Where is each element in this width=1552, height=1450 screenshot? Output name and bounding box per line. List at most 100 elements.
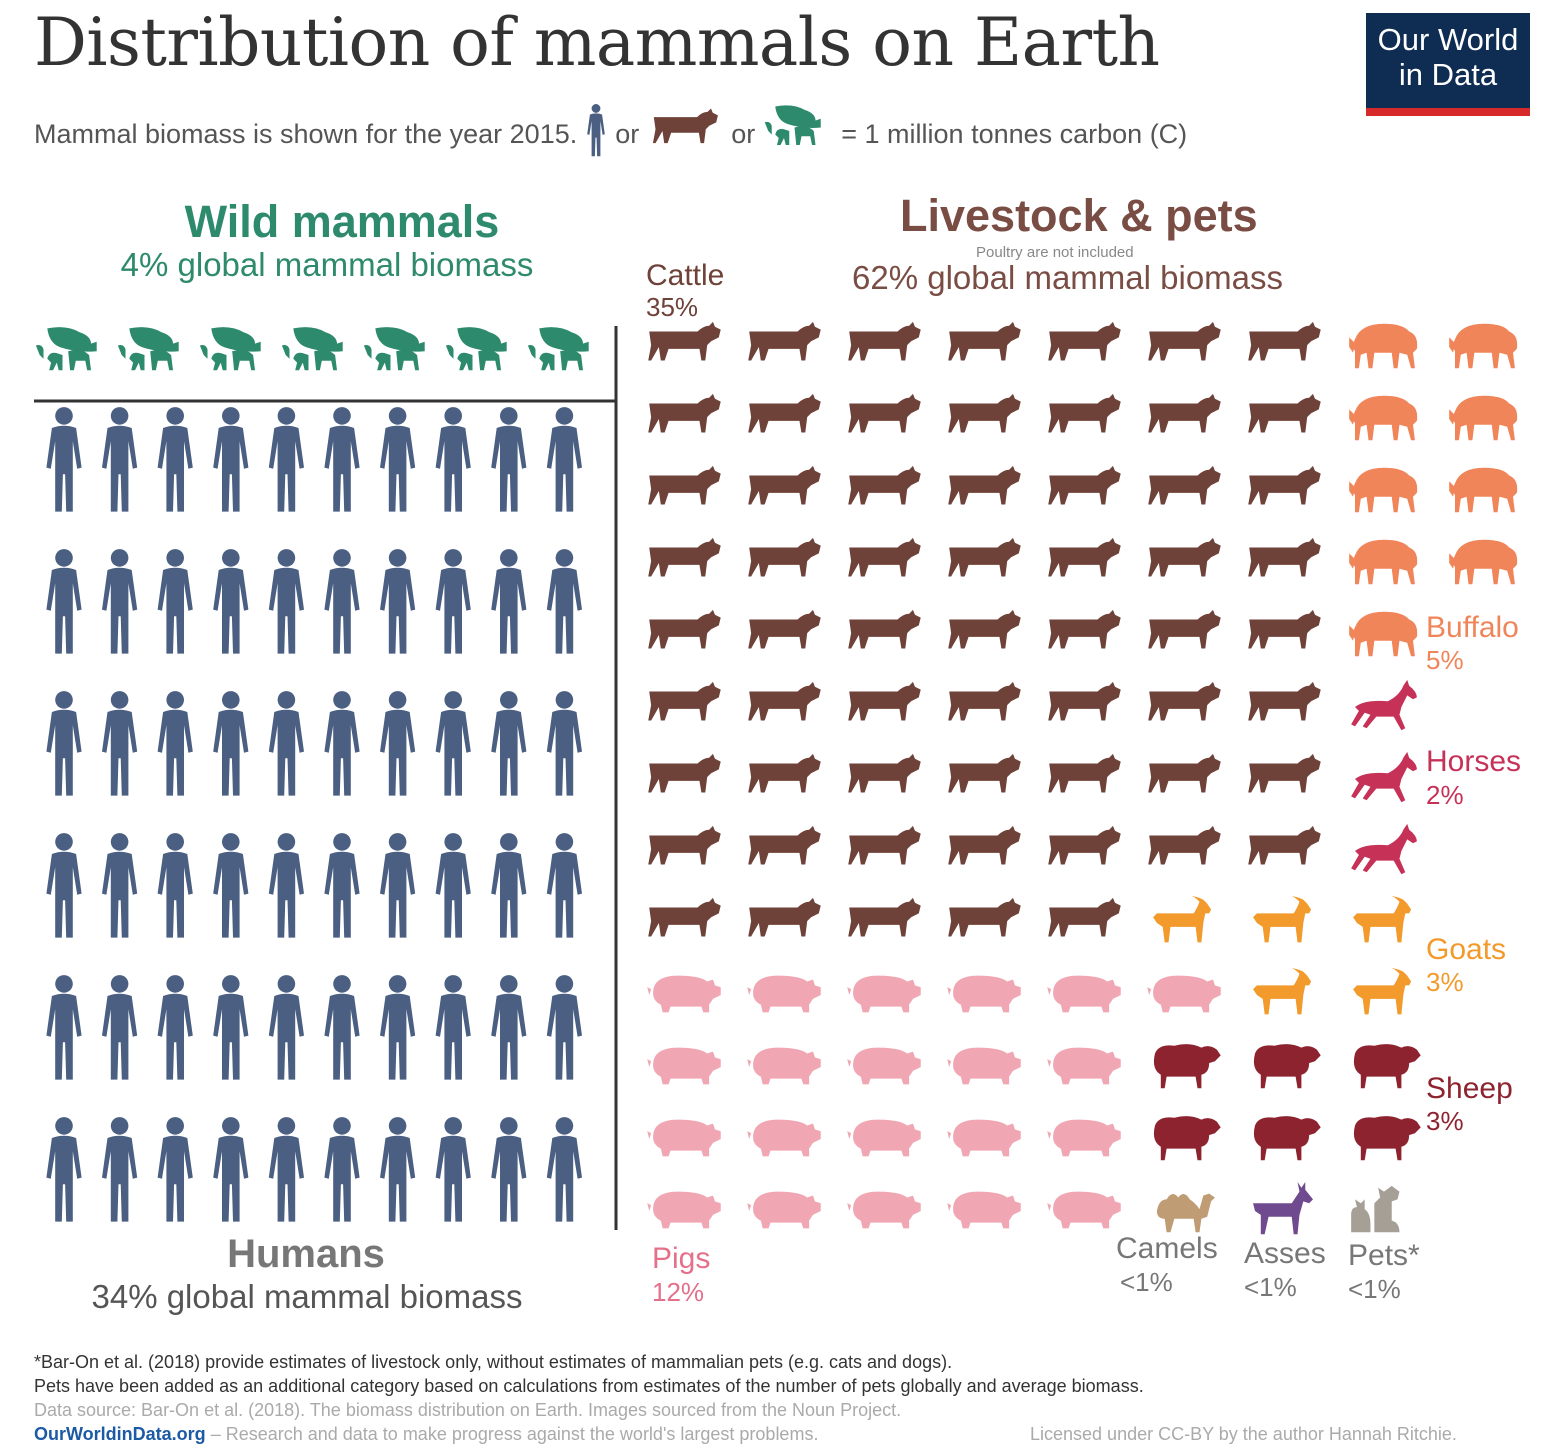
cattle-icon — [948, 393, 1021, 433]
human-icon — [546, 549, 582, 654]
footnote-1: *Bar-On et al. (2018) provide estimates … — [34, 1352, 953, 1372]
human-icon — [546, 407, 582, 512]
pets-pct: <1% — [1348, 1274, 1401, 1304]
subtitle: Mammal biomass is shown for the year 201… — [34, 103, 1187, 164]
mammal-pictogram-chart — [34, 321, 1518, 1235]
cattle-icon — [1248, 609, 1321, 649]
human-icon — [213, 833, 249, 938]
cattle-icon — [848, 393, 921, 433]
cattle-icon — [1048, 321, 1121, 361]
owid-logo[interactable]: Our World in Data — [1366, 13, 1530, 116]
wild-mammal-icon — [527, 327, 589, 371]
wild-mammal-icon — [199, 327, 261, 371]
cattle-icon — [648, 537, 721, 577]
human-icon — [324, 691, 360, 796]
cattle-icon — [948, 537, 1021, 577]
buffalo-label: Buffalo — [1426, 611, 1519, 644]
cattle-pct: 35% — [646, 292, 699, 322]
human-icon — [324, 1117, 360, 1222]
pig-icon — [747, 1119, 821, 1157]
goats-pct: 3% — [1426, 967, 1464, 997]
subtitle-or-1: or — [615, 118, 640, 149]
subtitle-or-2: or — [731, 118, 756, 149]
cattle-icon — [648, 393, 721, 433]
human-icon — [157, 691, 193, 796]
human-icon — [102, 1117, 138, 1222]
footer-line: OurWorldinData.org – Research and data t… — [34, 1424, 818, 1445]
cattle-icon — [1248, 465, 1321, 505]
buffalo-pct: 5% — [1426, 645, 1464, 675]
human-icon — [213, 407, 249, 512]
pigs-label: Pigs — [652, 1242, 711, 1275]
cattle-icon — [1048, 897, 1121, 937]
horse-icon — [1351, 823, 1417, 875]
pets-icon — [1351, 1185, 1400, 1233]
sheep-pct: 3% — [1426, 1106, 1464, 1136]
goat-icon — [1253, 895, 1312, 943]
cattle-icon — [1048, 825, 1121, 865]
pig-icon — [947, 1047, 1021, 1085]
cattle-icon — [1248, 825, 1321, 865]
human-icon — [491, 407, 527, 512]
human-icon — [546, 975, 582, 1080]
human-icon — [546, 833, 582, 938]
human-icon — [268, 407, 304, 512]
pigs-pct: 12% — [652, 1277, 705, 1307]
cattle-icon — [948, 753, 1021, 793]
cattle-icon — [1048, 537, 1121, 577]
cattle-icon — [848, 753, 921, 793]
logo-line-1: Our World — [1377, 22, 1519, 57]
cattle-icon — [648, 753, 721, 793]
human-icon — [213, 691, 249, 796]
cattle-icon — [1048, 753, 1121, 793]
human-icon — [46, 549, 82, 654]
horse-icon — [1351, 751, 1417, 803]
pig-icon — [1147, 975, 1221, 1013]
pig-icon — [1047, 1191, 1121, 1229]
owid-site-link[interactable]: OurWorldinData.org — [34, 1424, 206, 1444]
cattle-icon — [848, 681, 921, 721]
buffalo-icon — [1349, 323, 1418, 369]
sheep-icon — [1253, 1116, 1321, 1161]
sheep-icon — [1253, 1044, 1321, 1089]
buffalo-icon — [1349, 467, 1418, 513]
horses-label: Horses — [1426, 745, 1522, 778]
cattle-icon — [1248, 393, 1321, 433]
horses-pct: 2% — [1426, 780, 1464, 810]
buffalo-icon — [1449, 467, 1518, 513]
pig-icon — [747, 975, 821, 1013]
cattle-icon — [948, 465, 1021, 505]
human-shape — [587, 103, 606, 156]
human-icon — [268, 691, 304, 796]
asses-label: Asses — [1244, 1237, 1326, 1270]
human-icon — [435, 1117, 471, 1222]
human-icon — [268, 975, 304, 1080]
cattle-icon — [748, 753, 821, 793]
cattle-icon — [648, 609, 721, 649]
wild-mammal-icon — [117, 327, 179, 371]
human-icon — [157, 975, 193, 1080]
cattle-icon — [648, 681, 721, 721]
wild-mammals-title: Wild mammals — [184, 196, 500, 247]
cattle-icon — [1048, 609, 1121, 649]
cattle-icon — [748, 681, 821, 721]
cattle-icon — [948, 825, 1021, 865]
human-icon — [435, 549, 471, 654]
human-icon — [213, 1117, 249, 1222]
human-icon — [102, 549, 138, 654]
goats-label: Goats — [1426, 933, 1507, 966]
human-icon — [46, 1117, 82, 1222]
cattle-icon — [848, 321, 921, 361]
pig-icon — [947, 1191, 1021, 1229]
human-icon — [491, 1117, 527, 1222]
cattle-icon — [1148, 681, 1221, 721]
goat-icon — [1153, 895, 1212, 943]
wild-mammal-icon — [445, 327, 507, 371]
cattle-icon — [648, 465, 721, 505]
human-icon — [380, 691, 416, 796]
human-icon — [380, 975, 416, 1080]
human-icon — [46, 407, 82, 512]
buffalo-icon — [1349, 611, 1418, 657]
cattle-icon — [1248, 753, 1321, 793]
license-note: Licensed under CC-BY by the author Hanna… — [1030, 1424, 1457, 1444]
